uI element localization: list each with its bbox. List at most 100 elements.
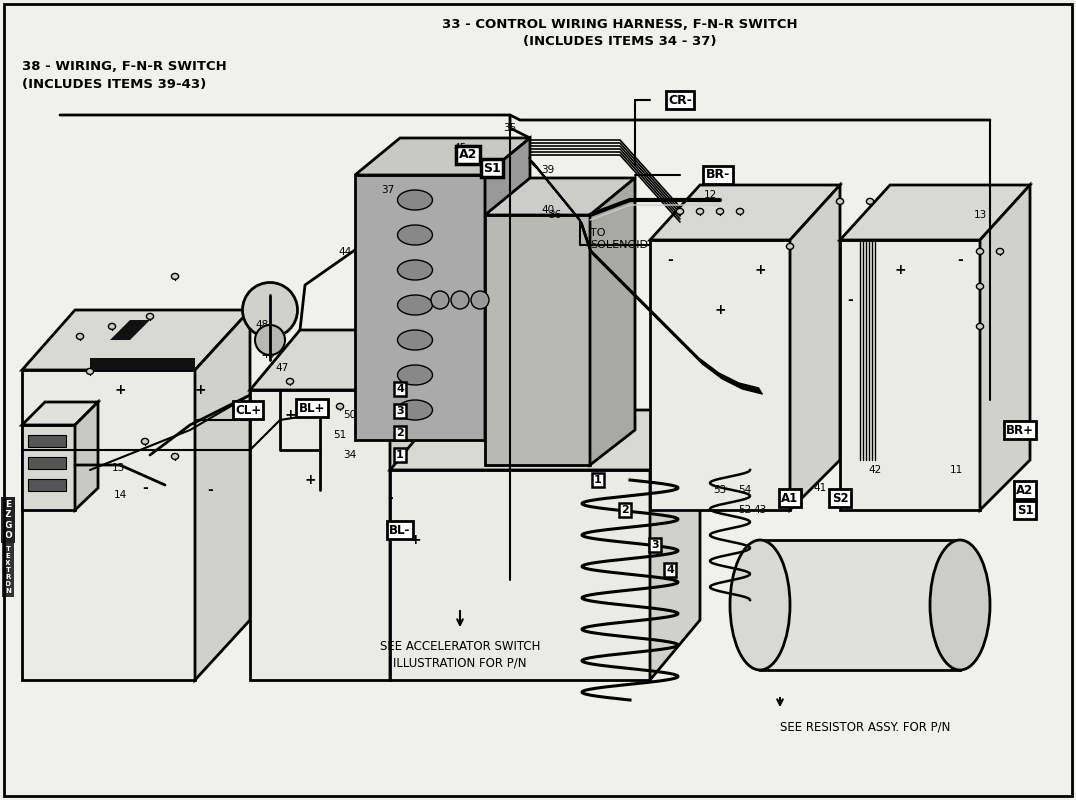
Text: 47: 47 [275,363,288,373]
Polygon shape [650,410,700,680]
Text: A2: A2 [1017,483,1034,497]
Text: SEE RESISTOR ASSY. FOR P/N: SEE RESISTOR ASSY. FOR P/N [780,720,950,733]
Ellipse shape [397,365,433,385]
Text: S1: S1 [483,162,500,174]
Polygon shape [355,138,530,175]
Ellipse shape [86,368,94,374]
Text: 13: 13 [112,463,125,473]
Bar [760,540,960,670]
Text: 3: 3 [651,540,659,550]
Ellipse shape [836,198,844,204]
Polygon shape [355,175,485,440]
Text: S1: S1 [1017,503,1033,517]
Text: T
E
X
T
R
O
N: T E X T R O N [5,546,11,594]
Text: 53: 53 [713,485,726,495]
Text: BR+: BR+ [1006,423,1034,437]
Polygon shape [390,330,440,680]
Ellipse shape [736,208,744,214]
Ellipse shape [451,291,469,309]
Ellipse shape [730,540,790,670]
Ellipse shape [141,438,148,444]
Polygon shape [590,178,635,465]
Bar [28,457,66,469]
Ellipse shape [471,291,489,309]
Ellipse shape [677,208,683,214]
Ellipse shape [171,454,179,459]
Ellipse shape [787,243,794,250]
Ellipse shape [397,330,433,350]
Text: 48: 48 [255,320,269,330]
Text: +: + [194,383,206,397]
Ellipse shape [717,208,723,214]
Ellipse shape [930,540,990,670]
Text: -: - [387,491,393,505]
Polygon shape [840,185,1030,240]
Text: ILLUSTRATION FOR P/N: ILLUSTRATION FOR P/N [393,656,527,669]
Ellipse shape [976,323,983,330]
Ellipse shape [109,323,115,330]
Polygon shape [840,240,980,510]
Ellipse shape [397,190,433,210]
Polygon shape [650,240,790,510]
Text: 41: 41 [813,483,826,493]
Polygon shape [22,425,75,510]
Ellipse shape [976,248,983,254]
Text: 42: 42 [868,465,881,475]
Text: -: - [958,253,963,267]
Text: E
Z
G
O: E Z G O [4,500,12,540]
Polygon shape [22,310,250,370]
Text: 54: 54 [738,485,752,495]
Text: 39: 39 [541,165,554,175]
Text: A1: A1 [781,491,798,505]
Text: 45: 45 [453,143,467,153]
Text: 12: 12 [704,190,717,200]
Polygon shape [90,358,195,370]
Ellipse shape [976,283,983,290]
Text: 4: 4 [666,565,674,575]
Text: 1: 1 [594,475,601,485]
Text: 50: 50 [343,410,356,420]
Text: 33 - CONTROL WIRING HARNESS, F-N-R SWITCH: 33 - CONTROL WIRING HARNESS, F-N-R SWITC… [442,18,797,31]
Text: TO
SOLENOID: TO SOLENOID [590,228,648,250]
Ellipse shape [255,325,285,355]
Text: 2: 2 [396,428,404,438]
Polygon shape [22,370,195,680]
Text: +: + [409,533,421,547]
Text: +: + [714,303,726,317]
Ellipse shape [866,198,874,204]
Ellipse shape [431,291,449,309]
Ellipse shape [996,248,1004,254]
Polygon shape [75,402,98,510]
Polygon shape [250,330,440,390]
Text: -: - [207,483,213,497]
Text: 44: 44 [338,247,352,257]
Ellipse shape [397,260,433,280]
Text: S2: S2 [832,491,848,505]
Text: +: + [754,263,766,277]
Text: 51: 51 [334,430,346,440]
Ellipse shape [397,295,433,315]
Ellipse shape [242,282,297,338]
Text: 36: 36 [549,210,562,220]
Polygon shape [22,402,98,425]
Text: -: - [142,481,147,495]
Ellipse shape [337,403,343,410]
Text: BL+: BL+ [299,402,325,414]
Text: 13: 13 [974,210,987,220]
Text: BR-: BR- [706,169,731,182]
Polygon shape [390,470,650,680]
Text: 11: 11 [949,465,963,475]
Text: CR-: CR- [668,94,692,106]
Text: +: + [284,408,296,422]
Text: 14: 14 [113,490,127,500]
Text: 40: 40 [541,205,554,215]
Bar [28,435,66,447]
Text: 3: 3 [396,406,404,416]
Text: (INCLUDES ITEMS 34 - 37): (INCLUDES ITEMS 34 - 37) [523,35,717,48]
Text: 1: 1 [396,450,404,460]
Text: SEE ACCELERATOR SWITCH: SEE ACCELERATOR SWITCH [380,640,540,653]
Polygon shape [980,185,1030,510]
Polygon shape [250,390,390,680]
Text: 34: 34 [343,450,356,460]
Text: -: - [667,253,672,267]
